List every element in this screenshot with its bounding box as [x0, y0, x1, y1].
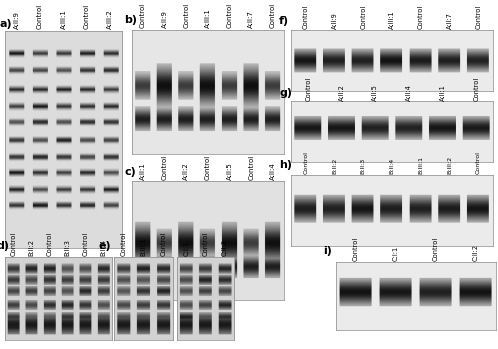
Text: Control: Control	[205, 155, 211, 180]
Text: C:II:2: C:II:2	[473, 244, 479, 261]
Text: Control: Control	[476, 5, 482, 29]
Text: Control: Control	[37, 4, 43, 29]
Text: Control: Control	[82, 231, 88, 256]
Text: A:II:1: A:II:1	[440, 84, 446, 101]
Text: Control: Control	[433, 237, 439, 261]
Text: B:III:1: B:III:1	[418, 156, 423, 174]
Text: Control: Control	[473, 76, 479, 101]
Text: B:II:3: B:II:3	[64, 239, 70, 256]
Text: A:III:1: A:III:1	[60, 9, 67, 29]
Text: Control: Control	[160, 231, 166, 256]
Text: Control: Control	[47, 231, 53, 256]
Text: Control: Control	[361, 5, 367, 29]
Text: A:II:9: A:II:9	[13, 12, 20, 29]
Text: A:III:1: A:III:1	[389, 10, 395, 29]
Text: B:III:2: B:III:2	[447, 156, 452, 174]
Text: Control: Control	[305, 76, 311, 101]
Text: C:I:1: C:I:1	[183, 240, 189, 256]
Text: e): e)	[99, 242, 111, 252]
Text: b): b)	[124, 15, 137, 25]
Text: A:II:7: A:II:7	[249, 10, 254, 28]
Text: Control: Control	[227, 3, 233, 28]
Text: Control: Control	[121, 231, 126, 256]
Text: a): a)	[0, 19, 12, 29]
Text: Control: Control	[303, 151, 308, 174]
Text: C:I:1: C:I:1	[393, 246, 399, 261]
Text: A:III:2: A:III:2	[107, 9, 114, 29]
Text: Control: Control	[418, 5, 424, 29]
Text: A:II:2: A:II:2	[339, 84, 345, 101]
Text: B:II:2: B:II:2	[29, 239, 35, 256]
Text: f): f)	[279, 16, 289, 26]
Text: Control: Control	[249, 155, 254, 180]
Text: g): g)	[279, 88, 292, 98]
Text: Control: Control	[270, 3, 276, 28]
Text: C:II:2: C:II:2	[222, 239, 228, 256]
Text: Control: Control	[202, 231, 209, 256]
Text: B:II:2: B:II:2	[332, 157, 337, 174]
Text: Control: Control	[476, 151, 481, 174]
Text: A:II:5: A:II:5	[227, 163, 233, 180]
Text: A:II:9: A:II:9	[332, 12, 338, 29]
Text: A:II:4: A:II:4	[270, 163, 276, 180]
Text: Control: Control	[161, 155, 167, 180]
Text: Control: Control	[183, 3, 189, 28]
Text: B:III:1: B:III:1	[140, 237, 146, 256]
Text: d): d)	[0, 242, 9, 252]
Text: A:II:9: A:II:9	[161, 10, 167, 28]
Text: Control: Control	[140, 3, 146, 28]
Text: Control: Control	[353, 237, 359, 261]
Text: A:II:2: A:II:2	[183, 163, 189, 180]
Text: B:II:4: B:II:4	[100, 239, 106, 256]
Text: B:II:3: B:II:3	[361, 157, 366, 174]
Text: A:II:7: A:II:7	[447, 12, 453, 29]
Text: c): c)	[124, 167, 136, 177]
Text: Control: Control	[84, 4, 90, 29]
Text: A:II:5: A:II:5	[373, 84, 378, 101]
Text: h): h)	[279, 160, 292, 170]
Text: B:II:4: B:II:4	[389, 157, 395, 174]
Text: A:II:1: A:II:1	[140, 162, 146, 180]
Text: i): i)	[323, 246, 332, 256]
Text: Control: Control	[303, 5, 309, 29]
Text: A:II:4: A:II:4	[406, 84, 412, 101]
Text: Control: Control	[11, 231, 17, 256]
Text: A:III:1: A:III:1	[205, 9, 211, 28]
